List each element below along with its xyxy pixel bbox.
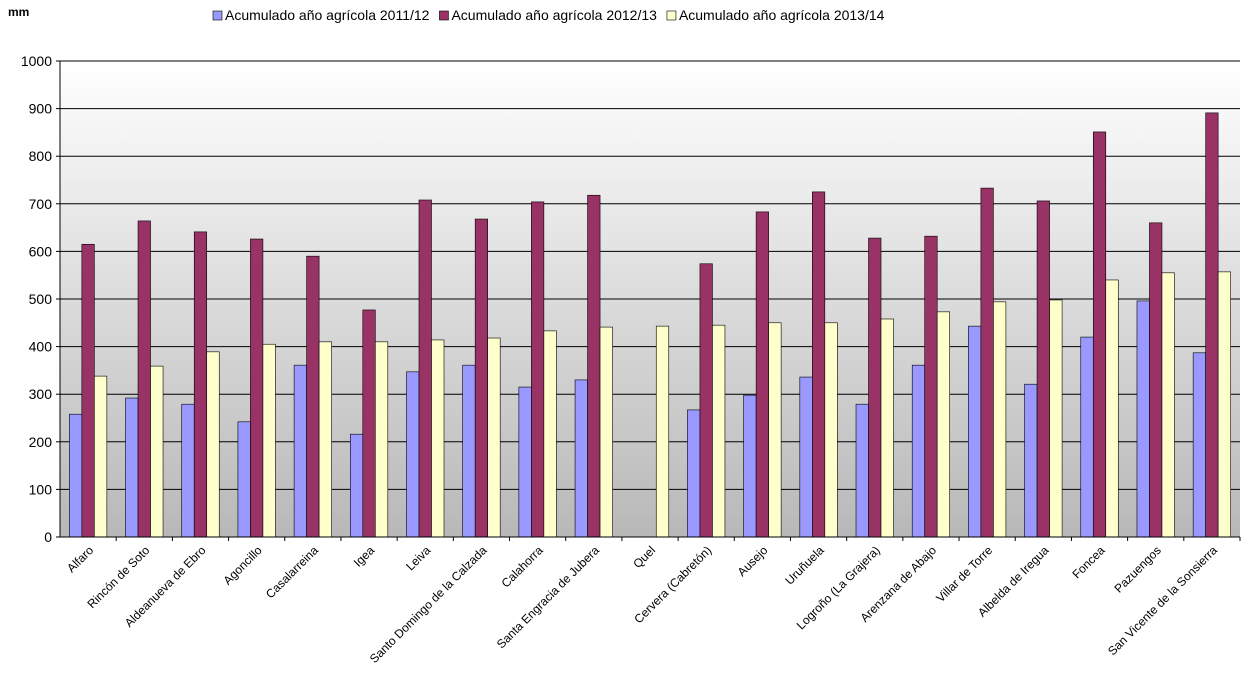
bar — [980, 187, 994, 538]
x-tick-label: Villar de Torre — [933, 543, 995, 605]
bar — [250, 238, 264, 538]
bar — [193, 231, 208, 538]
bar — [1105, 279, 1119, 538]
bar — [237, 421, 251, 538]
y-tick-label: 300 — [29, 386, 53, 402]
bar — [406, 371, 420, 538]
bar — [712, 324, 726, 538]
x-tick-label: Calahorra — [499, 543, 546, 590]
legend-label: Acumulado año agrícola 2013/14 — [679, 7, 885, 23]
x-tick-label: Agoncillo — [220, 543, 265, 588]
x-tick-label: San Vicente de la Sonsierra — [1105, 543, 1220, 658]
legend-swatch — [666, 10, 677, 21]
bar — [574, 379, 588, 538]
x-tick-label: Igea — [351, 543, 378, 570]
bar — [755, 211, 769, 538]
legend-swatch — [212, 10, 223, 21]
bar — [262, 343, 276, 538]
x-tick-label: Pazuengos — [1111, 543, 1163, 595]
y-tick-label: 200 — [29, 434, 53, 450]
bar — [362, 309, 376, 538]
x-tick-label: Foncea — [1069, 543, 1107, 581]
bar — [1080, 336, 1094, 538]
bar — [655, 325, 670, 538]
legend-label: Acumulado año agrícola 2011/12 — [225, 7, 430, 23]
y-axis-label: mm — [8, 5, 29, 19]
bar — [94, 375, 108, 538]
bar — [462, 364, 476, 538]
bar — [1217, 271, 1231, 538]
bar — [1036, 200, 1050, 538]
legend-swatch — [439, 10, 449, 21]
bar — [924, 235, 938, 538]
bar — [374, 341, 389, 538]
bar — [125, 397, 139, 538]
y-tick-label: 600 — [29, 243, 53, 259]
y-tick-label: 1000 — [21, 53, 52, 69]
bar — [699, 263, 713, 538]
x-tick-label: Santo Domingo de la Calzada — [367, 543, 490, 666]
x-tick-label: Santa Engracia de Jubera — [494, 543, 602, 651]
bar — [206, 351, 220, 538]
y-tick-label: 800 — [29, 148, 53, 164]
bar — [474, 218, 488, 538]
bar — [768, 322, 782, 538]
bar — [431, 339, 445, 538]
x-tick-label: Uruñuela — [782, 543, 827, 588]
y-tick-label: 100 — [29, 481, 53, 497]
bar — [936, 311, 951, 538]
bar — [1049, 299, 1063, 538]
bar — [687, 409, 701, 538]
bar — [69, 413, 83, 538]
bar — [911, 364, 926, 538]
bar — [812, 191, 826, 538]
bar — [487, 337, 501, 538]
bar — [880, 318, 894, 538]
x-tick-label: Quel — [630, 543, 658, 571]
bar — [1136, 300, 1150, 538]
x-tick-label: Ausejo — [735, 543, 771, 579]
bar — [150, 365, 164, 538]
y-tick-label: 500 — [29, 291, 53, 307]
y-tick-label: 700 — [29, 196, 53, 212]
bar — [531, 201, 545, 538]
bar — [1192, 352, 1206, 538]
bar — [1092, 131, 1107, 538]
y-tick-label: 400 — [29, 339, 53, 355]
y-tick-label: 0 — [44, 529, 52, 545]
bar — [1024, 383, 1038, 538]
bar — [1161, 272, 1175, 538]
x-tick-label: Casalarreina — [263, 543, 321, 601]
bar — [824, 322, 838, 538]
bar — [743, 394, 757, 538]
bar — [543, 330, 557, 538]
bar — [137, 220, 151, 538]
bar — [293, 364, 307, 538]
bar — [587, 194, 601, 538]
bar — [968, 325, 982, 538]
bar — [868, 237, 882, 538]
bar — [855, 403, 869, 538]
bar — [518, 386, 532, 538]
y-tick-label: 900 — [29, 101, 53, 117]
bar — [306, 255, 320, 538]
bar — [418, 199, 432, 538]
bar — [181, 403, 195, 538]
x-tick-label: Alfaro — [64, 543, 96, 575]
bar — [1149, 222, 1163, 538]
bar — [349, 433, 364, 538]
bar — [599, 326, 613, 538]
bar — [799, 376, 813, 538]
bar — [993, 301, 1007, 538]
bar — [1205, 112, 1219, 538]
x-tick-label: Leiva — [403, 543, 433, 573]
bar — [318, 341, 332, 538]
legend-label: Acumulado año agrícola 2012/13 — [451, 7, 657, 23]
bar — [81, 243, 95, 538]
